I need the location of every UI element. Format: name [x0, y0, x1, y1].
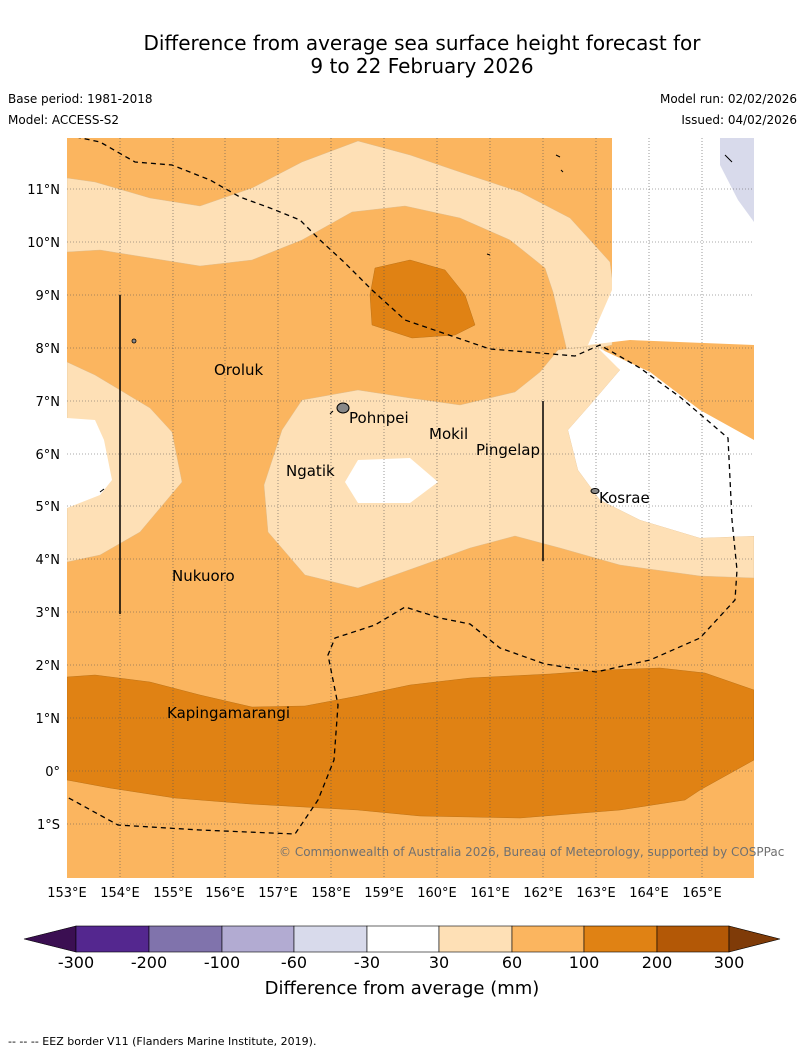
- lon-tick-label: 163°E: [576, 886, 616, 901]
- colorbar-tick-label: -30: [353, 953, 381, 972]
- fill-neutral-east: [568, 348, 754, 538]
- colorbar-bin: [75, 925, 150, 953]
- colorbar-tick-label: 200: [641, 953, 673, 972]
- fill-100-200-south: [67, 667, 754, 819]
- lat-tick-label: 8°N: [36, 342, 61, 357]
- lon-tick-label: 160°E: [417, 886, 457, 901]
- map-title: Difference from average sea surface heig…: [0, 32, 804, 78]
- lat-tick-label: 4°N: [36, 553, 61, 568]
- issued-date: Issued: 04/02/2026: [681, 113, 797, 127]
- label-pohnpei: Pohnpei: [349, 409, 409, 427]
- title-line-1: Difference from average sea surface heig…: [143, 31, 701, 55]
- eez-border: [67, 138, 738, 835]
- pohnpei-island: [336, 402, 350, 414]
- colorbar-tick-label: 30: [428, 953, 450, 972]
- colorbar-title: Difference from average (mm): [264, 978, 540, 999]
- label-oroluk: Oroluk: [214, 361, 263, 379]
- colorbar-bin: [366, 925, 440, 953]
- lat-tick-label: 2°N: [36, 659, 61, 674]
- lat-tick-label: 1°N: [36, 712, 61, 727]
- lon-tick-label: 165°E: [682, 886, 722, 901]
- lon-tick-label: 164°E: [629, 886, 669, 901]
- fill-neutral-west: [67, 418, 112, 508]
- colorbar-tick-label: -60: [280, 953, 308, 972]
- lat-tick-label: 10°N: [27, 236, 60, 251]
- colorbar-tick-label: 300: [713, 953, 745, 972]
- atoll-marks: [99, 154, 733, 493]
- label-mokil: Mokil: [429, 425, 468, 443]
- model-run-date: Model run: 02/02/2026: [659, 92, 797, 106]
- fill-neutral-northeast: [588, 138, 754, 345]
- longitude-labels: 153°E 154°E 155°E 156°E 157°E 158°E 159°…: [47, 886, 722, 901]
- small-island: [131, 338, 137, 344]
- place-labels: Oroluk Pohnpei Mokil Pingelap Ngatik Kos…: [167, 361, 650, 722]
- lat-tick-label: 9°N: [36, 289, 61, 304]
- lon-tick-label: 162°E: [523, 886, 563, 901]
- lat-tick-label: 11°N: [27, 183, 60, 198]
- eez-footnote: -- -- -- EEZ border V11 (Flanders Marine…: [8, 1035, 317, 1048]
- lon-tick-label: 153°E: [47, 886, 87, 901]
- colorbar-bin: [511, 925, 585, 953]
- label-kosrae: Kosrae: [599, 489, 650, 507]
- lon-tick-label: 158°E: [311, 886, 351, 901]
- colorbar: [23, 925, 781, 953]
- colorbar-bin: [656, 925, 730, 953]
- lon-tick-label: 161°E: [470, 886, 510, 901]
- model-name: Model: ACCESS-S2: [8, 113, 120, 127]
- fill-neutral-central: [345, 458, 438, 503]
- kosrae-island: [590, 488, 600, 494]
- colorbar-bin: [438, 925, 513, 953]
- label-kapingamarangi: Kapingamarangi: [167, 704, 290, 722]
- base-period: Base period: 1981-2018: [8, 92, 153, 106]
- lat-tick-label: 1°S: [37, 818, 60, 833]
- colorbar-tick-label: -300: [57, 953, 95, 972]
- copyright-notice: © Commonwealth of Australia 2026, Bureau…: [279, 845, 785, 859]
- lat-tick-label: 7°N: [36, 395, 61, 410]
- fill-100-200-north: [369, 259, 476, 339]
- colorbar-tick-label: -200: [130, 953, 168, 972]
- colorbar-tick-label: 60: [501, 953, 523, 972]
- colorbar-extend-low: [23, 925, 77, 953]
- colorbar-bin: [221, 925, 295, 953]
- colorbar-tick-label: 100: [568, 953, 600, 972]
- label-nukuoro: Nukuoro: [172, 567, 235, 585]
- colorbar-tick-label: -100: [203, 953, 241, 972]
- lat-tick-label: 3°N: [36, 606, 61, 621]
- lon-tick-label: 157°E: [258, 886, 298, 901]
- lon-tick-label: 156°E: [205, 886, 245, 901]
- lat-tick-label: 0°: [45, 765, 60, 780]
- latitude-labels: 11°N 10°N 9°N 8°N 7°N 6°N 5°N 4°N 3°N 2°…: [27, 183, 60, 833]
- lat-tick-label: 6°N: [36, 448, 61, 463]
- lon-tick-label: 154°E: [100, 886, 140, 901]
- colorbar-extend-high: [728, 925, 781, 953]
- label-pingelap: Pingelap: [476, 441, 540, 459]
- fill-30-60-west: [67, 361, 183, 563]
- lat-tick-label: 5°N: [36, 500, 61, 515]
- colorbar-bin: [293, 925, 368, 953]
- lon-tick-label: 159°E: [364, 886, 404, 901]
- label-ngatik: Ngatik: [286, 462, 335, 480]
- title-line-2: 9 to 22 February 2026: [310, 54, 534, 78]
- colorbar-bin: [148, 925, 223, 953]
- lon-tick-label: 155°E: [153, 886, 193, 901]
- colorbar-bin: [583, 925, 658, 953]
- contour-fields: [67, 138, 754, 878]
